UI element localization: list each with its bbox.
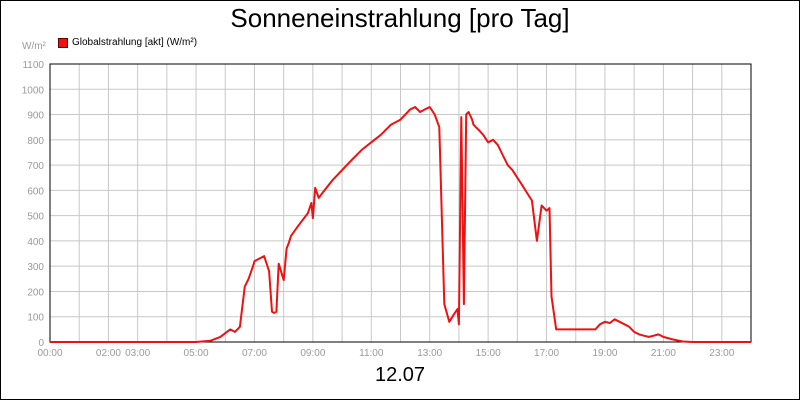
x-tick-label: 05:00 <box>184 348 209 359</box>
y-tick-label: 600 <box>27 186 44 197</box>
x-axis-label: 12.07 <box>374 364 426 386</box>
x-tick-label: 00:00 <box>37 348 62 359</box>
legend: Globalstrahlung [akt] (W/m²) <box>58 37 197 48</box>
y-tick-label: 100 <box>27 313 44 324</box>
y-tick-label: 500 <box>27 212 44 223</box>
x-tick-label: 02:00 <box>96 348 121 359</box>
y-tick-label: 400 <box>27 237 44 248</box>
grid <box>49 63 752 343</box>
x-tick-label: 19:00 <box>592 348 617 359</box>
x-tick-label: 03:00 <box>125 348 150 359</box>
legend-swatch <box>58 37 68 48</box>
y-tick-label: 1100 <box>22 60 44 71</box>
y-ticks: 0 100 200 300 400 500 600 700 800 900 1000 1100 <box>22 60 45 349</box>
y-tick-label: 1000 <box>22 85 45 96</box>
x-tick-label: 15:00 <box>476 348 501 359</box>
x-tick-label: 13:00 <box>417 348 442 359</box>
y-axis-label: W/m² <box>22 41 46 52</box>
x-tick-label: 21:00 <box>651 348 676 359</box>
legend-label: Globalstrahlung [akt] (W/m²) <box>72 37 198 48</box>
y-tick-label: 200 <box>27 287 44 298</box>
y-tick-label: 900 <box>27 111 44 122</box>
x-tick-label: 07:00 <box>242 348 267 359</box>
x-ticks: 00:00 02:00 03:00 05:00 07:00 09:00 11:00 13:00… <box>37 348 734 359</box>
y-tick-label: 0 <box>38 338 44 349</box>
x-tick-label: 17:00 <box>534 348 559 359</box>
x-tick-label: 23:00 <box>709 348 734 359</box>
y-tick-label: 800 <box>27 136 44 147</box>
x-tick-label: 09:00 <box>300 348 325 359</box>
y-tick-label: 300 <box>27 262 44 273</box>
chart-title: Sonneneinstrahlung [pro Tag] <box>230 3 570 33</box>
y-tick-label: 700 <box>27 161 44 172</box>
plot-border <box>49 63 752 343</box>
series-line-globalstrahlung <box>50 106 751 343</box>
x-tick-label: 11:00 <box>359 348 384 359</box>
